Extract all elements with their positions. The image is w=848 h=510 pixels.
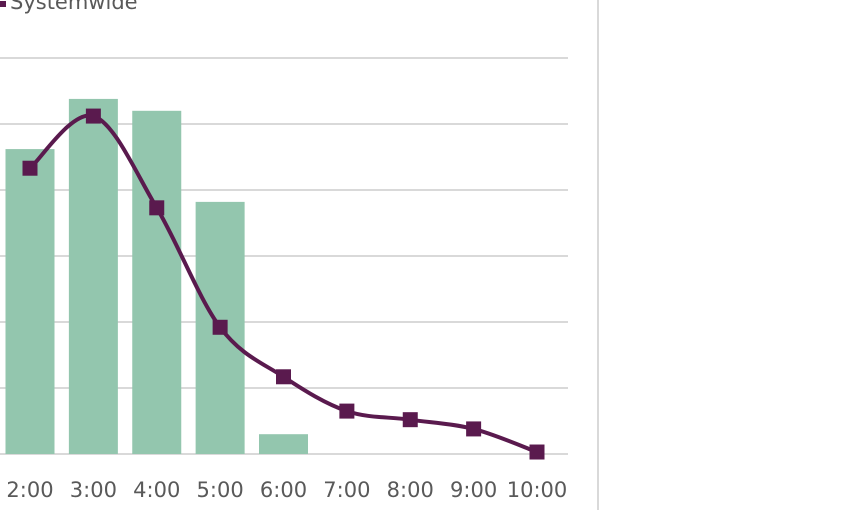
line-marker [85, 108, 101, 124]
line-marker [212, 319, 228, 335]
x-tick-label: 8:00 [387, 478, 434, 502]
x-tick-label: 6:00 [260, 478, 307, 502]
x-tick-label: 9:00 [450, 478, 497, 502]
bar [132, 110, 182, 455]
line [28, 113, 538, 454]
x-tick-label: 4:00 [133, 478, 180, 502]
legend-label: Systemwide [10, 0, 138, 14]
x-tick-label: 7:00 [323, 478, 370, 502]
line-marker [149, 200, 165, 216]
line-marker [466, 421, 482, 437]
line-marker [276, 369, 291, 385]
x-tick-label: 10:00 [507, 478, 568, 502]
bar [68, 98, 118, 455]
x-tick-label: 3:00 [70, 478, 117, 502]
line-marker [339, 403, 355, 419]
line-marker [529, 444, 545, 460]
legend-marker [0, 1, 6, 7]
bar [259, 434, 308, 454]
x-tick-label: 5:00 [197, 478, 244, 502]
line-marker [402, 412, 418, 428]
x-tick-label: 2:00 [6, 478, 53, 502]
line-marker [22, 160, 38, 176]
bar [5, 149, 55, 454]
